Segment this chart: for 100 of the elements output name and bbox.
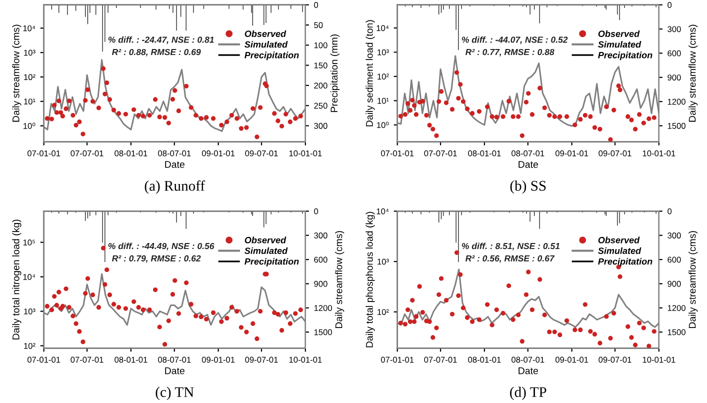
x-tick-label: 07-07-01 <box>424 356 457 363</box>
x-axis-title: Date <box>165 367 184 374</box>
legend-label: Simulated <box>598 41 642 48</box>
x-tick-label: 09-07-01 <box>245 356 278 363</box>
y2-tick-label: 600 <box>668 50 681 56</box>
x-tick-label: 10-01-01 <box>642 150 676 156</box>
y2-tick-label: 300 <box>668 232 681 238</box>
annotation: R² : 0.88, RMSE : 0.69 <box>112 48 201 56</box>
text: (b) SS <box>510 180 546 194</box>
y2-tick-label: 900 <box>668 74 681 80</box>
legend-label: Observed <box>598 236 640 244</box>
y2-tick-label: 1200 <box>668 305 686 311</box>
y-tick-label: 10² <box>378 309 389 315</box>
x-tick-label: 09-01-01 <box>555 150 588 156</box>
x-tick-label: 07-01-01 <box>27 150 60 156</box>
y2-tick-label: 0 <box>668 208 672 214</box>
y-axis-title: Daily total phosphorus load (kg) <box>366 212 375 348</box>
y2-tick-label: 600 <box>314 256 328 263</box>
x-tick-label: 07-07-01 <box>424 150 457 156</box>
y-tick-label: 10² <box>24 342 36 349</box>
y2-tick-label: 300 <box>314 122 328 129</box>
x-tick-label: 08-01-01 <box>468 150 501 156</box>
y-tick-label: 10³ <box>24 50 36 56</box>
legend-label: Precipitation <box>244 52 299 60</box>
y-tick-label: 10⁰ <box>24 122 36 129</box>
y-axis-title: Daily total nitrogen load (kg) <box>12 220 22 340</box>
y-tick-label: 10⁴ <box>376 208 389 214</box>
y-tick-label: 10³ <box>378 258 389 265</box>
y-tick-label: 10¹ <box>378 98 389 104</box>
y2-tick-label: 0 <box>314 208 318 214</box>
y2-tick-label: 1500 <box>314 329 332 336</box>
legend-label: Observed <box>244 30 286 37</box>
y2-tick-label: 1500 <box>668 122 686 129</box>
y2-tick-label: 200 <box>314 82 328 89</box>
y2-tick-label: 900 <box>668 280 681 287</box>
annotation: % diff. : -44.49, NSE : 0.56 <box>108 242 214 250</box>
x-tick-label: 07-01-01 <box>380 356 414 363</box>
x-tick-label: 09-01-01 <box>555 356 588 363</box>
x-tick-label: 08-07-01 <box>512 150 544 156</box>
x-tick-label: 09-07-01 <box>245 150 278 156</box>
annotation: % diff. : -44.07, NSE : 0.52 <box>462 36 568 44</box>
x-tick-label: 10-01-01 <box>289 150 322 156</box>
legend-label: Observed <box>244 236 286 244</box>
x-tick-label: 09-01-01 <box>202 150 235 156</box>
x-axis-title: Date <box>518 161 538 168</box>
legend-label: Precipitation <box>244 258 299 266</box>
x-tick-label: 09-01-01 <box>202 356 235 363</box>
x-tick-label: 08-01-01 <box>114 356 148 363</box>
y2-axis-title: Daily streamflow (cms) <box>335 231 344 328</box>
y-tick-label: 10⁰ <box>377 122 389 128</box>
annotation: R² : 0.56, RMSE : 0.67 <box>466 255 555 263</box>
annotation: % diff. : 8.51, NSE : 0.51 <box>462 242 560 250</box>
x-tick-label: 08-01-01 <box>468 356 501 363</box>
y2-axis-title: Precipitation (mm) <box>330 34 340 112</box>
y-axis-title: Daily sediment load (ton) <box>366 20 375 126</box>
legend-label: Observed <box>598 30 640 37</box>
y2-tick-label: 0 <box>668 2 672 8</box>
text: (d) TP <box>510 386 546 400</box>
y2-tick-label: 300 <box>314 232 328 238</box>
x-tick-label: 07-01-01 <box>380 150 414 156</box>
x-axis-title: Date <box>518 367 538 374</box>
y-tick-label: 10⁴ <box>23 274 36 280</box>
y2-tick-label: 600 <box>668 256 681 263</box>
y2-tick-label: 1200 <box>314 305 332 311</box>
legend-label: Simulated <box>244 41 288 48</box>
text: (c) TN <box>156 386 194 400</box>
x-tick-label: 07-07-01 <box>70 150 104 156</box>
y-axis-title: Daily streamflow (cms) <box>12 24 22 122</box>
y-tick-label: 10⁵ <box>23 240 35 246</box>
y-tick-label: 10¹ <box>24 98 36 104</box>
legend-label: Precipitation <box>598 52 652 60</box>
x-tick-label: 07-01-01 <box>27 356 60 363</box>
y2-tick-label: 50 <box>314 22 323 28</box>
y2-axis-title: Daily streamflow (cms) <box>688 231 698 328</box>
x-tick-label: 10-01-01 <box>642 356 676 363</box>
x-tick-label: 09-07-01 <box>598 356 632 363</box>
legend-label: Simulated <box>244 247 288 254</box>
y2-tick-label: 300 <box>668 26 681 32</box>
y2-tick-label: 0 <box>314 2 318 8</box>
x-tick-label: 08-07-01 <box>158 356 191 363</box>
y-tick-label: 10³ <box>24 308 36 314</box>
x-tick-label: 08-07-01 <box>512 356 544 363</box>
legend-label: Precipitation <box>598 258 652 266</box>
y-tick-label: 10² <box>378 74 389 80</box>
annotation: % diff. : -24.47, NSE : 0.81 <box>108 36 214 44</box>
y2-tick-label: 1500 <box>668 329 686 336</box>
x-tick-label: 07-07-01 <box>70 356 104 363</box>
y-tick-label: 10⁴ <box>376 25 389 32</box>
text: (a) Runoff <box>144 180 206 194</box>
y2-tick-label: 900 <box>314 280 328 287</box>
annotation: R² : 0.77, RMSE : 0.88 <box>466 48 554 56</box>
y2-tick-label: 150 <box>314 62 328 68</box>
x-tick-label: 09-07-01 <box>598 150 632 156</box>
x-axis-title: Date <box>165 161 184 168</box>
y-tick-label: 10² <box>24 74 36 80</box>
y-tick-label: 10⁴ <box>23 25 36 32</box>
x-tick-label: 08-07-01 <box>158 150 191 156</box>
x-tick-label: 10-01-01 <box>289 356 322 363</box>
x-tick-label: 08-01-01 <box>114 150 148 156</box>
y-tick-label: 10³ <box>378 49 389 56</box>
